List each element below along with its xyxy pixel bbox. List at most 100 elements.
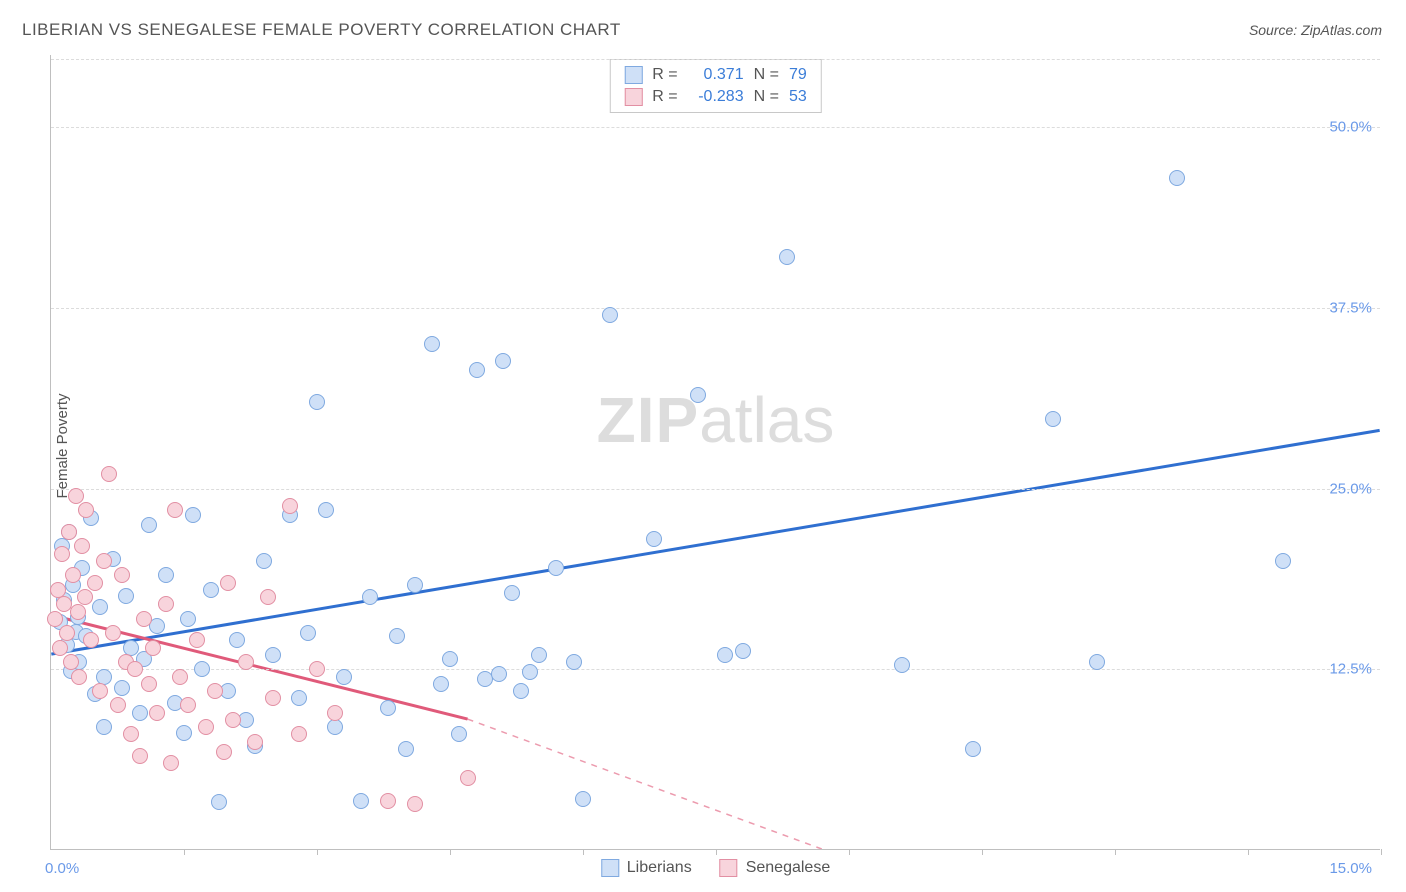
point-senegalese [74, 538, 90, 554]
point-senegalese [87, 575, 103, 591]
point-senegalese [407, 796, 423, 812]
watermark: ZIPatlas [597, 383, 835, 457]
point-liberians [96, 719, 112, 735]
point-liberians [229, 632, 245, 648]
point-liberians [965, 741, 981, 757]
point-liberians [690, 387, 706, 403]
point-liberians [646, 531, 662, 547]
point-liberians [513, 683, 529, 699]
point-liberians [1089, 654, 1105, 670]
x-axis-min-label: 0.0% [45, 860, 79, 877]
legend-row-senegalese: R = -0.283 N = 53 [610, 86, 820, 108]
point-senegalese [327, 705, 343, 721]
point-senegalese [309, 661, 325, 677]
point-senegalese [247, 734, 263, 750]
point-senegalese [220, 575, 236, 591]
point-liberians [194, 661, 210, 677]
point-liberians [433, 676, 449, 692]
point-senegalese [59, 625, 75, 641]
point-senegalese [70, 604, 86, 620]
point-senegalese [132, 748, 148, 764]
point-senegalese [145, 640, 161, 656]
correlation-legend: R = 0.371 N = 79 R = -0.283 N = 53 [609, 59, 821, 113]
point-senegalese [163, 755, 179, 771]
point-liberians [451, 726, 467, 742]
point-liberians [203, 582, 219, 598]
point-liberians [602, 307, 618, 323]
swatch-senegalese [624, 88, 642, 106]
point-senegalese [238, 654, 254, 670]
swatch-liberians [601, 859, 619, 877]
point-senegalese [78, 502, 94, 518]
point-senegalese [207, 683, 223, 699]
point-liberians [309, 394, 325, 410]
x-tick [317, 849, 318, 855]
point-senegalese [96, 553, 112, 569]
point-liberians [717, 647, 733, 663]
point-liberians [407, 577, 423, 593]
legend-item-liberians: Liberians [601, 859, 692, 877]
point-senegalese [180, 697, 196, 713]
point-liberians [362, 589, 378, 605]
point-senegalese [65, 567, 81, 583]
point-liberians [424, 336, 440, 352]
y-tick-label: 12.5% [1329, 661, 1372, 678]
legend-item-senegalese: Senegalese [720, 859, 831, 877]
point-liberians [491, 666, 507, 682]
point-liberians [265, 647, 281, 663]
gridline [51, 308, 1380, 309]
point-liberians [336, 669, 352, 685]
source-label: Source: ZipAtlas.com [1249, 22, 1382, 38]
point-liberians [469, 362, 485, 378]
point-liberians [566, 654, 582, 670]
point-liberians [1275, 553, 1291, 569]
point-liberians [185, 507, 201, 523]
x-tick [1381, 849, 1382, 855]
point-liberians [92, 599, 108, 615]
legend-row-liberians: R = 0.371 N = 79 [610, 64, 820, 86]
point-senegalese [52, 640, 68, 656]
point-liberians [495, 353, 511, 369]
point-senegalese [282, 498, 298, 514]
point-senegalese [114, 567, 130, 583]
point-liberians [114, 680, 130, 696]
y-tick-label: 50.0% [1329, 119, 1372, 136]
point-liberians [141, 517, 157, 533]
point-senegalese [380, 793, 396, 809]
point-senegalese [225, 712, 241, 728]
gridline [51, 127, 1380, 128]
series-legend: Liberians Senegalese [601, 859, 830, 877]
point-liberians [1045, 411, 1061, 427]
x-tick [849, 849, 850, 855]
point-senegalese [172, 669, 188, 685]
point-senegalese [167, 502, 183, 518]
point-senegalese [189, 632, 205, 648]
point-senegalese [68, 488, 84, 504]
point-liberians [158, 567, 174, 583]
point-senegalese [265, 690, 281, 706]
point-senegalese [260, 589, 276, 605]
point-senegalese [141, 676, 157, 692]
point-senegalese [460, 770, 476, 786]
point-senegalese [83, 632, 99, 648]
point-senegalese [123, 726, 139, 742]
point-liberians [531, 647, 547, 663]
point-liberians [180, 611, 196, 627]
point-senegalese [101, 466, 117, 482]
point-liberians [118, 588, 134, 604]
y-tick-label: 37.5% [1329, 299, 1372, 316]
point-senegalese [291, 726, 307, 742]
point-senegalese [216, 744, 232, 760]
gridline [51, 59, 1380, 60]
point-liberians [894, 657, 910, 673]
point-senegalese [54, 546, 70, 562]
gridline [51, 489, 1380, 490]
x-tick [716, 849, 717, 855]
gridline [51, 669, 1380, 670]
point-liberians [504, 585, 520, 601]
point-liberians [300, 625, 316, 641]
point-liberians [211, 794, 227, 810]
x-tick [1115, 849, 1116, 855]
x-tick [982, 849, 983, 855]
point-liberians [327, 719, 343, 735]
